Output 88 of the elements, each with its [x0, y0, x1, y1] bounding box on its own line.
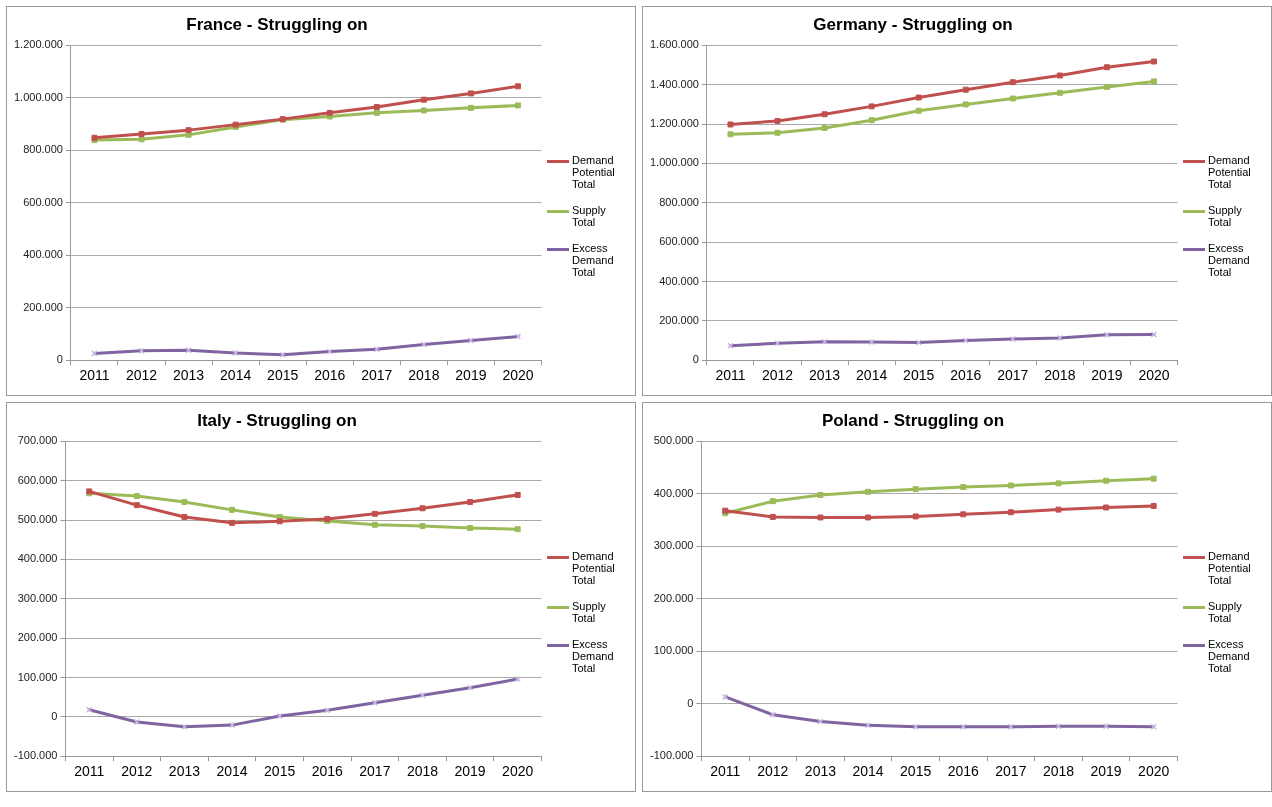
x-tick-label: 2017 — [997, 366, 1029, 383]
legend-label: Supply Total — [1208, 600, 1243, 624]
x-tick-label: 2016 — [311, 762, 344, 779]
y-tick-label: 0 — [51, 709, 58, 722]
x-tick-label: 2014 — [852, 762, 884, 779]
legend-label: Excess Demand Total — [572, 242, 615, 278]
legend-label: Supply Total — [1208, 204, 1243, 228]
y-tick-label: 600.000 — [659, 234, 699, 247]
y-tick-label: 0 — [692, 352, 699, 365]
y-tick-label: 600.000 — [23, 195, 63, 208]
x-tick-label: 2017 — [361, 366, 393, 383]
y-tick-label: 0 — [687, 696, 694, 709]
y-tick-label: 1.000.000 — [14, 90, 63, 103]
x-tick-label: 2012 — [125, 366, 158, 383]
chart-title: France - Struggling on — [186, 14, 368, 34]
y-tick-label: 0 — [56, 352, 63, 365]
y-tick-label: 200.000 — [17, 630, 58, 643]
legend-label: Supply Total — [572, 204, 607, 228]
y-tick-label: 300.000 — [653, 538, 694, 551]
x-tick-label: 2015 — [264, 762, 296, 779]
y-tick-label: 700.000 — [17, 433, 58, 446]
x-tick-label: 2014 — [220, 366, 252, 383]
x-tick-label: 2020 — [502, 762, 534, 779]
legend-label: Demand Potential Total — [1208, 154, 1252, 190]
y-tick-label: 300.000 — [17, 591, 58, 604]
x-tick-label: 2016 — [950, 366, 982, 383]
chart-title: Poland - Struggling on — [821, 410, 1005, 430]
x-tick-label: 2014 — [216, 762, 248, 779]
x-tick-label: 2013 — [173, 366, 205, 383]
x-tick-label: 2017 — [995, 762, 1027, 779]
y-tick-label: 1.000.000 — [650, 155, 699, 168]
chart-title: Germany - Struggling on — [813, 14, 1013, 34]
x-tick-label: 2020 — [1138, 366, 1170, 383]
y-tick-label: 100.000 — [17, 670, 58, 683]
y-tick-label: 400.000 — [653, 486, 694, 499]
x-tick-label: 2013 — [809, 366, 841, 383]
y-tick-label: -100.000 — [13, 748, 58, 761]
x-tick-label: 2012 — [121, 762, 153, 779]
x-tick-label: 2019 — [455, 366, 487, 383]
x-tick-label: 2019 — [1090, 762, 1122, 779]
x-tick-label: 2019 — [454, 762, 486, 779]
y-tick-label: 1.400.000 — [650, 77, 699, 90]
y-tick-label: 1.600.000 — [650, 37, 699, 50]
y-tick-label: 600.000 — [17, 473, 58, 486]
y-tick-label: 400.000 — [17, 551, 58, 564]
x-tick-label: 2015 — [900, 762, 932, 779]
y-tick-label: 1.200.000 — [14, 37, 63, 50]
y-tick-label: 500.000 — [653, 433, 694, 446]
x-tick-label: 2018 — [1042, 762, 1075, 779]
legend-label: Excess Demand Total — [1208, 638, 1251, 674]
x-tick-label: 2018 — [1044, 366, 1076, 383]
y-tick-label: -100.000 — [649, 748, 694, 761]
x-tick-label: 2020 — [502, 366, 534, 383]
y-tick-label: 800.000 — [659, 195, 699, 208]
y-tick-label: 800.000 — [23, 142, 63, 155]
x-tick-label: 2017 — [359, 762, 391, 779]
x-tick-label: 2011 — [715, 366, 746, 383]
y-tick-label: 400.000 — [23, 247, 63, 260]
x-tick-label: 2015 — [903, 366, 935, 383]
y-tick-label: 1.200.000 — [650, 116, 699, 129]
x-tick-label: 2011 — [710, 762, 741, 779]
x-tick-label: 2015 — [267, 366, 299, 383]
x-tick-label: 2019 — [1091, 366, 1123, 383]
x-tick-label: 2014 — [856, 366, 888, 383]
legend-label: Demand Potential Total — [572, 154, 616, 190]
y-tick-label: 200.000 — [23, 300, 63, 313]
x-tick-label: 2016 — [947, 762, 980, 779]
chart-title: Italy - Struggling on — [197, 410, 357, 430]
y-tick-label: 200.000 — [659, 313, 699, 326]
x-tick-label: 2018 — [406, 762, 439, 779]
y-tick-label: 400.000 — [659, 274, 699, 287]
x-tick-label: 2018 — [408, 366, 440, 383]
legend-label: Excess Demand Total — [572, 638, 615, 674]
y-tick-label: 500.000 — [17, 512, 58, 525]
legend-label: Supply Total — [572, 600, 607, 624]
legend-label: Demand Potential Total — [572, 550, 616, 586]
x-tick-label: 2011 — [79, 366, 110, 383]
y-tick-label: 200.000 — [653, 591, 694, 604]
x-tick-label: 2012 — [757, 762, 789, 779]
legend-label: Demand Potential Total — [1208, 550, 1252, 586]
x-tick-label: 2013 — [168, 762, 201, 779]
y-tick-label: 100.000 — [653, 643, 694, 656]
x-tick-label: 2016 — [314, 366, 346, 383]
legend-label: Excess Demand Total — [1208, 242, 1251, 278]
x-tick-label: 2011 — [74, 762, 105, 779]
x-tick-label: 2013 — [804, 762, 837, 779]
x-tick-label: 2012 — [761, 366, 794, 383]
x-tick-label: 2020 — [1138, 762, 1170, 779]
